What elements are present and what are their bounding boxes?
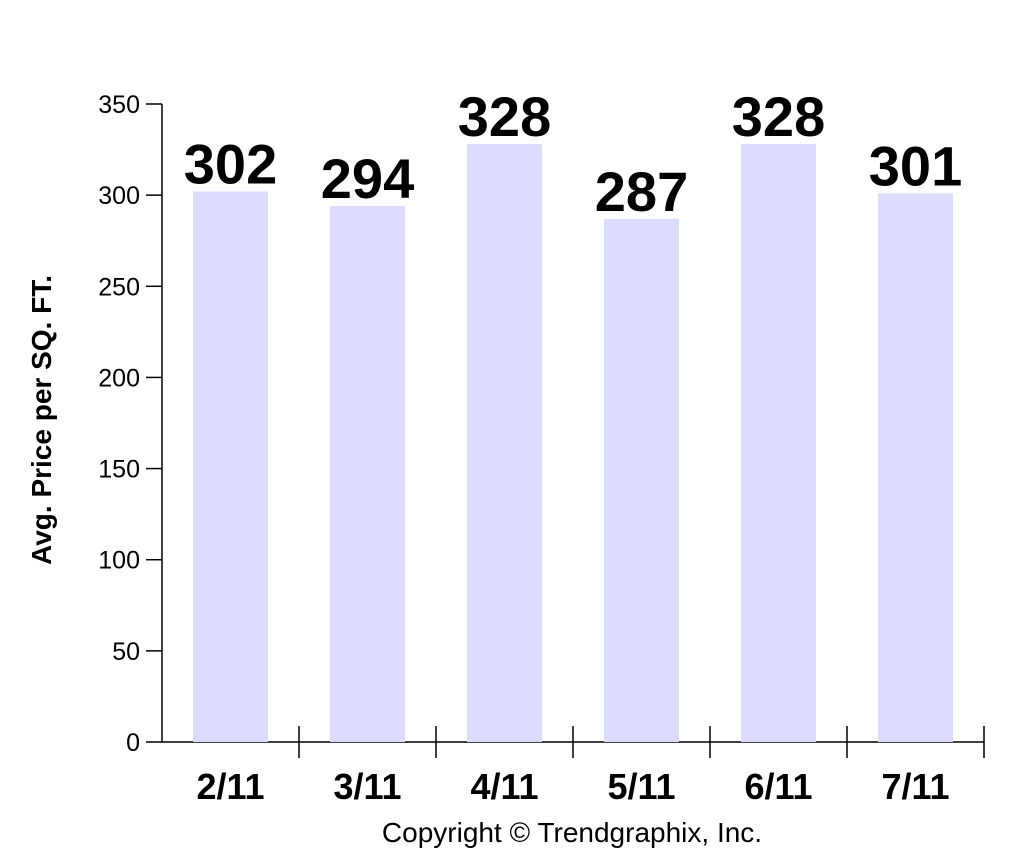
y-tick-label: 50 bbox=[112, 638, 140, 666]
y-tick-label: 150 bbox=[98, 456, 140, 484]
y-tick-label: 350 bbox=[98, 91, 140, 119]
bar bbox=[604, 218, 679, 743]
bar bbox=[878, 193, 953, 742]
y-axis-title: Avg. Price per SQ. FT. bbox=[26, 275, 57, 565]
data-label: 301 bbox=[869, 134, 962, 197]
bar bbox=[467, 144, 542, 743]
y-tick-label: 100 bbox=[98, 547, 140, 575]
bar bbox=[330, 206, 405, 742]
data-label: 302 bbox=[184, 132, 277, 195]
copyright-text: Copyright © Trendgraphix, Inc. bbox=[382, 817, 762, 848]
x-tick-label: 2/11 bbox=[196, 766, 264, 807]
y-axis: 0 50 100 150 200 250 300 350 bbox=[98, 91, 163, 757]
data-label: 328 bbox=[732, 85, 825, 148]
data-label: 294 bbox=[321, 147, 414, 210]
x-tick-label: 6/11 bbox=[744, 766, 812, 807]
x-tick-label: 7/11 bbox=[881, 766, 949, 807]
y-tick-label: 300 bbox=[98, 182, 140, 210]
bar bbox=[741, 144, 816, 743]
bar bbox=[193, 191, 268, 743]
data-label: 328 bbox=[458, 85, 551, 148]
y-tick-label: 250 bbox=[98, 273, 140, 301]
y-tick-label: 200 bbox=[98, 364, 140, 392]
value-labels: 302 294 328 287 328 301 bbox=[184, 85, 962, 223]
bars bbox=[193, 144, 953, 743]
x-axis: 2/11 3/11 4/11 5/11 6/11 7/11 bbox=[162, 726, 985, 807]
x-tick-label: 4/11 bbox=[470, 766, 538, 807]
x-tick-label: 5/11 bbox=[607, 766, 675, 807]
y-tick-label: 0 bbox=[126, 729, 140, 757]
x-tick-label: 3/11 bbox=[333, 766, 401, 807]
data-label: 287 bbox=[595, 160, 688, 223]
